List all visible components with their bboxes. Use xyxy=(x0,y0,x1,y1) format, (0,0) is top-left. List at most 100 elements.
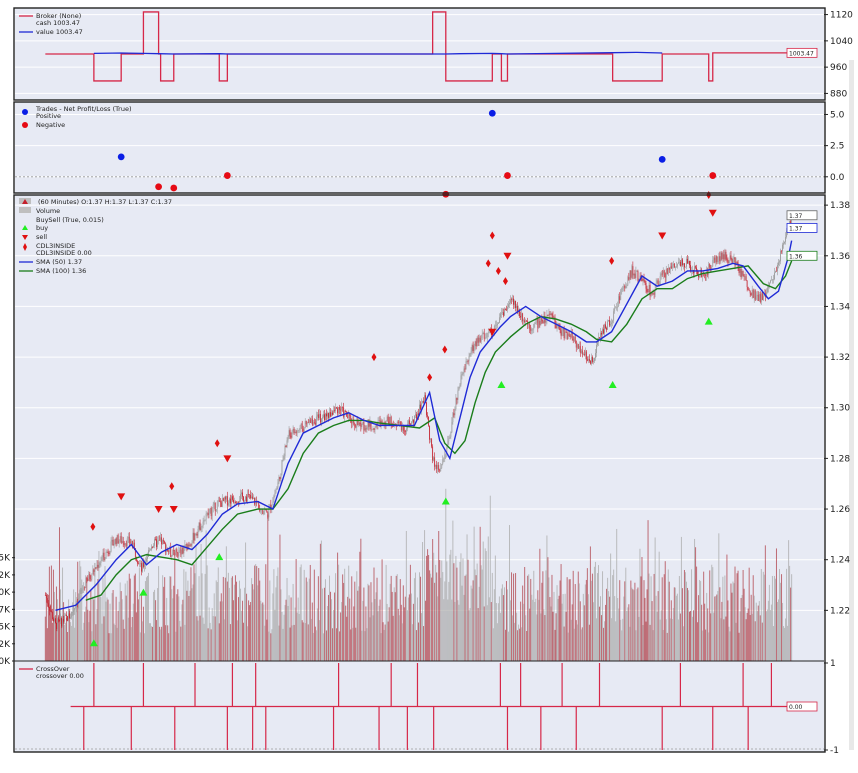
buy-marker xyxy=(704,317,713,325)
volume-bar xyxy=(559,580,561,661)
volume-bar xyxy=(475,575,477,661)
volume-bar xyxy=(241,610,243,661)
candle-body xyxy=(567,333,569,339)
volume-bar xyxy=(636,589,638,661)
candle-body xyxy=(276,487,278,490)
volume-bar xyxy=(524,566,526,661)
candle-body xyxy=(599,337,600,339)
volume-bar xyxy=(370,582,372,661)
candle-body xyxy=(185,544,187,545)
candle-body xyxy=(522,313,524,322)
volume-bar xyxy=(563,626,565,661)
candle-body xyxy=(386,416,388,421)
candle-body xyxy=(403,430,405,432)
candle-body xyxy=(790,221,792,224)
volume-bar xyxy=(135,612,137,661)
volume-bar xyxy=(617,598,619,661)
candle-body xyxy=(124,543,126,545)
volume-bar xyxy=(527,575,529,661)
candle-body xyxy=(545,321,547,323)
candle-body xyxy=(322,417,323,419)
candle-body xyxy=(634,273,636,278)
volume-bar xyxy=(517,630,519,661)
volume-bar xyxy=(254,565,256,661)
candle-body xyxy=(434,457,436,467)
candle-body xyxy=(277,482,279,488)
candle-body xyxy=(137,563,139,565)
candle-body xyxy=(89,573,91,579)
candle-body xyxy=(654,289,656,295)
candle-body xyxy=(91,574,93,580)
volume-bar xyxy=(346,616,348,661)
pattern-marker xyxy=(371,353,377,362)
candle-body xyxy=(565,331,567,333)
candle-body xyxy=(486,333,488,338)
candle-body xyxy=(564,331,566,339)
volume-bar xyxy=(276,575,278,661)
volume-bar xyxy=(355,627,357,661)
candle-body xyxy=(446,448,448,454)
volume-bar xyxy=(393,587,395,661)
volume-bar xyxy=(733,583,735,661)
candle-body xyxy=(363,422,365,431)
volume-bar xyxy=(342,574,344,661)
volume-bar xyxy=(90,589,92,661)
candle-body xyxy=(424,395,425,403)
volume-bar xyxy=(737,570,739,661)
volume-bar xyxy=(441,560,443,661)
volume-bar xyxy=(561,603,563,661)
candle-body xyxy=(138,563,140,565)
volume-bar xyxy=(76,597,78,661)
candle-body xyxy=(248,494,249,495)
legend-swatch xyxy=(19,207,31,213)
volume-bar xyxy=(107,599,109,661)
candle-body xyxy=(583,353,585,356)
candle-body xyxy=(398,421,400,424)
candle-body xyxy=(604,324,605,334)
candle-body xyxy=(452,413,454,423)
candle-body xyxy=(328,413,329,418)
candle-body xyxy=(783,243,784,245)
volume-bar xyxy=(719,587,721,661)
candle-body xyxy=(739,268,741,273)
candle-body xyxy=(226,496,228,506)
volume-bar xyxy=(302,622,304,661)
candle-body xyxy=(667,267,669,275)
candle-body xyxy=(775,271,776,273)
candle-body xyxy=(400,424,402,431)
candle-body xyxy=(94,567,96,572)
candle-body xyxy=(80,590,82,594)
candle-body xyxy=(485,337,487,338)
candle-body xyxy=(425,395,426,403)
candle-body xyxy=(314,422,316,425)
volume-bar xyxy=(528,574,530,661)
candle-body xyxy=(315,416,317,425)
scrollbar-track[interactable] xyxy=(849,60,854,750)
volume-bar xyxy=(290,597,292,661)
volume-bar xyxy=(111,593,113,661)
candle-body xyxy=(333,410,334,415)
last-value-box xyxy=(786,250,818,261)
volume-bar xyxy=(179,620,181,661)
candle-body xyxy=(347,416,349,419)
volume-bar xyxy=(235,581,237,661)
candle-body xyxy=(722,254,724,260)
candle-body xyxy=(760,293,762,302)
candle-body xyxy=(366,427,368,430)
last-value-label: 1.36 xyxy=(789,253,803,260)
volume-bar xyxy=(742,569,744,661)
volume-bar xyxy=(67,631,69,661)
volume-bar xyxy=(689,611,691,661)
volume-bar xyxy=(148,623,150,661)
sma-50-line xyxy=(55,240,793,612)
candle-body xyxy=(532,328,534,330)
candle-body xyxy=(731,259,733,263)
volume-bar xyxy=(659,619,661,661)
buy-marker xyxy=(89,639,98,647)
volume-bar xyxy=(694,538,696,661)
candle-body xyxy=(227,502,229,506)
candle-body xyxy=(759,294,761,302)
candle-body xyxy=(149,549,150,551)
candle-body xyxy=(269,504,271,509)
volume-tick-label: 7K xyxy=(0,605,11,615)
